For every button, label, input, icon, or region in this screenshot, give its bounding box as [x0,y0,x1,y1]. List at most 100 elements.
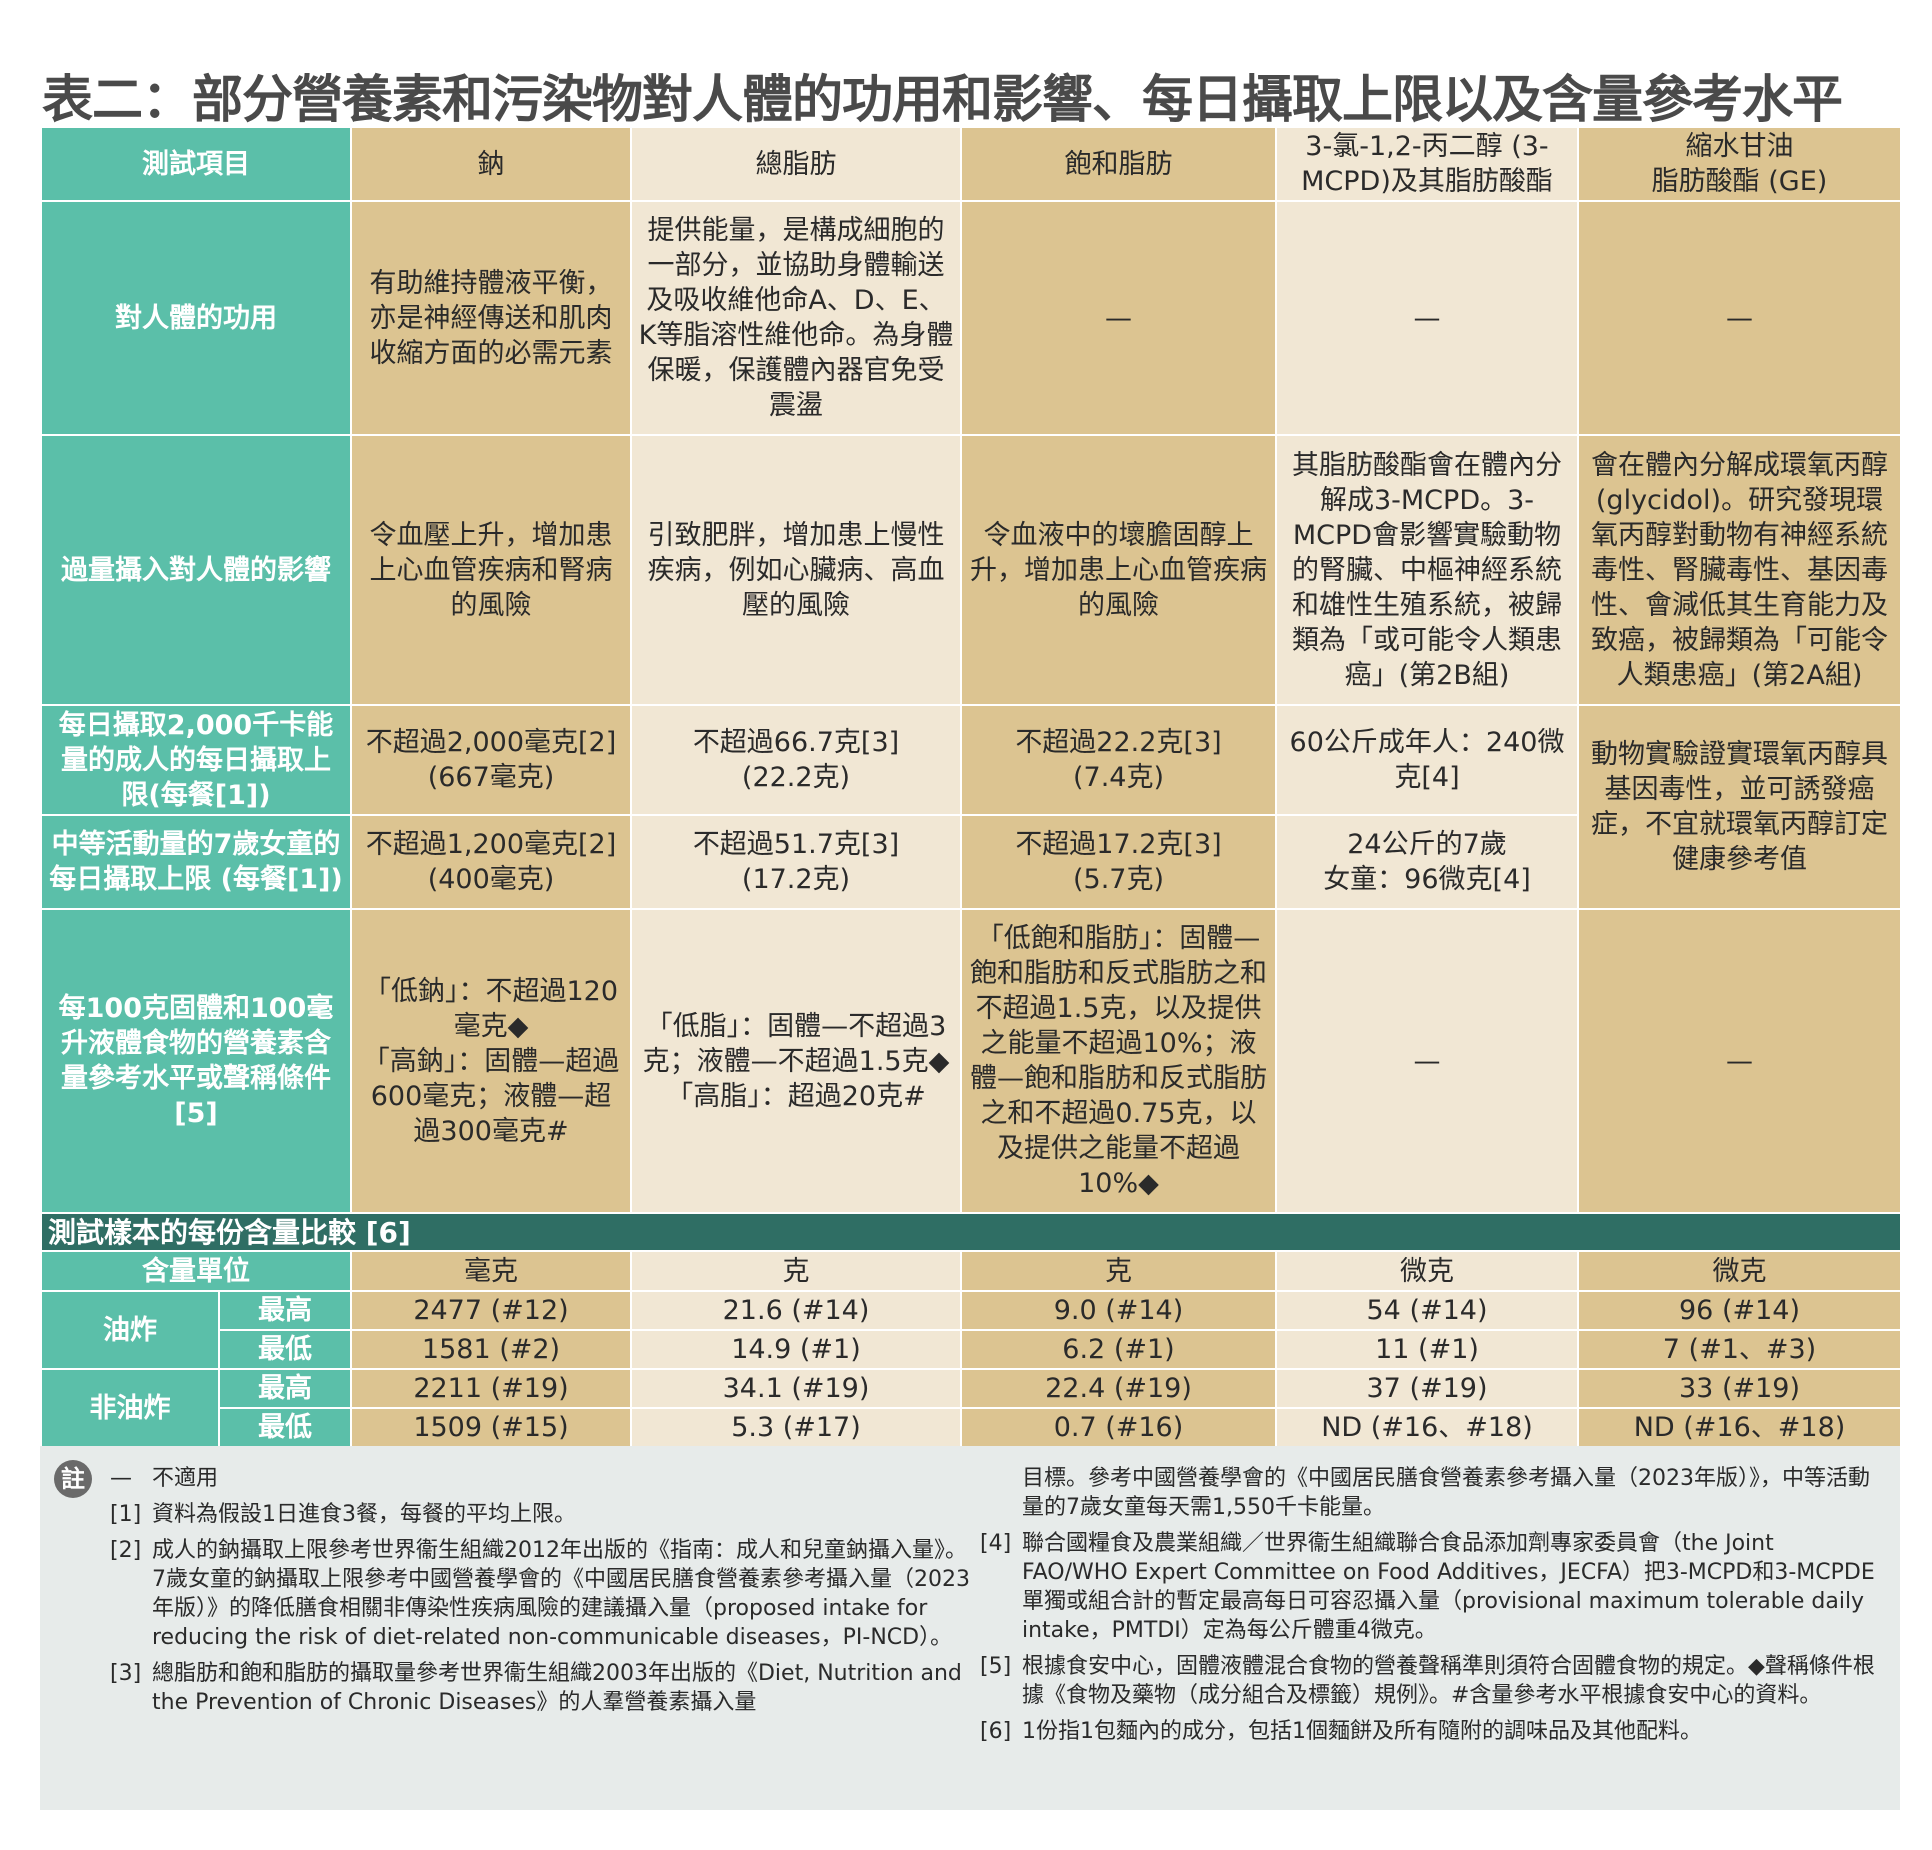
note: [4] 聯合國糧食及農業組織／世界衞生組織聯合食品添加劑專家委員會（the Joi… [980,1529,1880,1645]
note: [6] 1份指1包麵內的成分，包括1個麵餅及所有隨附的調味品及其他配料。 [980,1717,1880,1746]
cell: — [1275,908,1579,1214]
adult-limit-row: 每日攝取2,000千卡能量的成人的每日攝取上限(每餐[1]) 不超過2,000毫… [40,704,1902,910]
nonfried-max-row: 非油炸 最高 2211 (#19) 34.1 (#19) 22.4 (#19) … [40,1368,1902,1448]
unit-row: 含量單位 毫克 克 克 微克 微克 [40,1250,1902,1292]
note-text: 不適用 [152,1466,219,1491]
value-cell: 7 (#1、#3) [1577,1329,1902,1370]
note-text: 成人的鈉攝取上限參考世界衞生組織2012年出版的《指南：成人和兒童鈉攝入量》。7… [152,1538,970,1650]
value-cell: 21.6 (#14) [630,1290,962,1331]
section-row: 測試樣本的每份含量比較 [6] [40,1212,1902,1252]
value-cell: 5.3 (#17) [630,1407,962,1448]
max-label: 最高 [218,1290,352,1331]
col-header: 縮水甘油 脂肪酸酯 (GE) [1577,126,1902,202]
value-cell: 11 (#1) [1275,1329,1579,1370]
nutrient-table: 測試項目 鈉 總脂肪 飽和脂肪 3-氯-1,2-丙二醇 (3-MCPD)及其脂肪… [40,126,1902,1448]
cell: 24公斤的7歲 女童：96微克[4] [1275,814,1579,910]
note: [2] 成人的鈉攝取上限參考世界衞生組織2012年出版的《指南：成人和兒童鈉攝入量… [110,1536,970,1652]
value-cell: 1581 (#2) [350,1329,632,1370]
notes-badge: 註 [54,1460,92,1498]
effect-row: 過量攝入對人體的影響 令血壓上升，增加患上心血管疾病和腎病的風險 引致肥胖，增加… [40,434,1902,706]
cell: 不超過1,200毫克[2] (400毫克) [350,814,632,910]
row-label: 每日攝取2,000千卡能量的成人的每日攝取上限(每餐[1]) [40,704,352,816]
note-text: 資料為假設1日進食3餐，每餐的平均上限。 [152,1502,576,1527]
value-cell: ND (#16、#18) [1577,1407,1902,1448]
cell: 會在體內分解成環氧丙醇(glycidol)。研究發現環氧丙醇對動物有神經系統毒性… [1577,434,1902,706]
note: [3] 總脂肪和飽和脂肪的攝取量參考世界衞生組織2003年出版的《Diet, Nu… [110,1659,970,1717]
note-mark: [6] [980,1719,1012,1744]
value-cell: 37 (#19) [1275,1368,1579,1409]
nonfried-min-row: 最低 1509 (#15) 5.3 (#17) 0.7 (#16) ND (#1… [41,1407,1902,1448]
nonfried-label: 非油炸 [40,1368,220,1448]
col-header: 3-氯-1,2-丙二醇 (3-MCPD)及其脂肪酸酯 [1275,126,1579,202]
value-cell: 22.4 (#19) [960,1368,1277,1409]
value-cell: ND (#16、#18) [1275,1407,1579,1448]
function-row: 對人體的功用 有助維持體液平衡，亦是神經傳送和肌肉收縮方面的必需元素 提供能量，… [40,200,1902,436]
min-label: 最低 [218,1407,352,1448]
fried-min-row: 最低 1581 (#2) 14.9 (#1) 6.2 (#1) 11 (#1) … [41,1329,1902,1370]
header-label: 測試項目 [40,126,352,202]
note-text: 根據食安中心，固體液體混合食物的營養聲稱準則須符合固體食物的規定。◆聲稱條件根據… [1022,1654,1875,1708]
unit-cell: 微克 [1577,1250,1902,1292]
note-mark: [2] [110,1538,142,1563]
row-label: 對人體的功用 [40,200,352,436]
value-cell: 9.0 (#14) [960,1290,1277,1331]
cell: 不超過66.7克[3] (22.2克) [630,704,962,816]
cell: — [1577,200,1902,436]
row-label: 過量攝入對人體的影響 [40,434,352,706]
page-title: 表二：部分營養素和污染物對人體的功用和影響、每日攝取上限以及含量參考水平 [42,71,1843,130]
note-text: 1份指1包麵內的成分，包括1個麵餅及所有隨附的調味品及其他配料。 [1022,1719,1702,1744]
note: [1] 資料為假設1日進食3餐，每餐的平均上限。 [110,1500,970,1529]
cell: 不超過51.7克[3] (17.2克) [630,814,962,910]
cell: — [1275,200,1579,436]
row-label: 每100克固體和100毫升液體食物的營養素含量參考水平或聲稱條件[5] [40,908,352,1214]
cell: — [1577,908,1902,1214]
section-title: 測試樣本的每份含量比較 [6] [40,1212,1902,1252]
child-limit-row: 中等活動量的7歲女童的每日攝取上限 (每餐[1]) 不超過1,200毫克[2] … [40,814,1901,910]
row-label: 中等活動量的7歲女童的每日攝取上限 (每餐[1]) [40,814,352,910]
cell: 「低脂」：固體—不超過3克；液體—不超過1.5克◆ 「高脂」：超過20克# [630,908,962,1214]
col-header: 鈉 [350,126,632,202]
note-mark: [1] [110,1502,142,1527]
cell: 不超過17.2克[3] (5.7克) [960,814,1277,910]
value-cell: 1509 (#15) [350,1407,632,1448]
value-cell: 34.1 (#19) [630,1368,962,1409]
cell: 引致肥胖，增加患上慢性疾病，例如心臟病、高血壓的風險 [630,434,962,706]
note: [5] 根據食安中心，固體液體混合食物的營養聲稱準則須符合固體食物的規定。◆聲稱條… [980,1652,1880,1710]
value-cell: 0.7 (#16) [960,1407,1277,1448]
unit-cell: 微克 [1275,1250,1579,1292]
fried-label: 油炸 [40,1290,220,1370]
unit-label: 含量單位 [40,1250,352,1292]
note-mark: [3] [110,1661,142,1686]
min-label: 最低 [218,1329,352,1370]
value-cell: 2211 (#19) [350,1368,632,1409]
note-mark: — [110,1466,132,1491]
fried-max-row: 油炸 最高 2477 (#12) 21.6 (#14) 9.0 (#14) 54… [40,1290,1902,1370]
note-mark: [5] [980,1654,1012,1679]
unit-cell: 克 [960,1250,1277,1292]
notes-right: 目標。參考中國營養學會的《中國居民膳食營養素參考攝入量（2023年版）》，中等活… [980,1464,1880,1753]
cell: 60公斤成年人：240微克[4] [1275,704,1579,816]
header-row: 測試項目 鈉 總脂肪 飽和脂肪 3-氯-1,2-丙二醇 (3-MCPD)及其脂肪… [40,126,1902,202]
note-text: 目標。參考中國營養學會的《中國居民膳食營養素參考攝入量（2023年版）》，中等活… [1022,1466,1870,1520]
value-cell: 2477 (#12) [350,1290,632,1331]
note-mark: [4] [980,1531,1012,1556]
value-cell: 6.2 (#1) [960,1329,1277,1370]
cell: 提供能量，是構成細胞的一部分，並協助身體輸送及吸收維他命A、D、E、K等脂溶性維… [630,200,962,436]
cell: 令血液中的壞膽固醇上升，增加患上心血管疾病的風險 [960,434,1277,706]
cell: 其脂肪酸酯會在體內分解成3-MCPD。3-MCPD會影響實驗動物的腎臟、中樞神經… [1275,434,1579,706]
cell: 有助維持體液平衡，亦是神經傳送和肌肉收縮方面的必需元素 [350,200,632,436]
max-label: 最高 [218,1368,352,1409]
cell: 不超過2,000毫克[2] (667毫克) [350,704,632,816]
value-cell: 33 (#19) [1577,1368,1902,1409]
cell: 令血壓上升，增加患上心血管疾病和腎病的風險 [350,434,632,706]
value-cell: 14.9 (#1) [630,1329,962,1370]
unit-cell: 克 [630,1250,962,1292]
cell: — [960,200,1277,436]
reference-row: 每100克固體和100毫升液體食物的營養素含量參考水平或聲稱條件[5] 「低鈉」… [40,908,1902,1214]
cell: 「低鈉」：不超過120毫克◆ 「高鈉」：固體—超過600毫克；液體—超過300毫… [350,908,632,1214]
value-cell: 96 (#14) [1577,1290,1902,1331]
col-header: 總脂肪 [630,126,962,202]
cell: 「低飽和脂肪」：固體—飽和脂肪和反式脂肪之和不超過1.5克，以及提供之能量不超過… [960,908,1277,1214]
unit-cell: 毫克 [350,1250,632,1292]
